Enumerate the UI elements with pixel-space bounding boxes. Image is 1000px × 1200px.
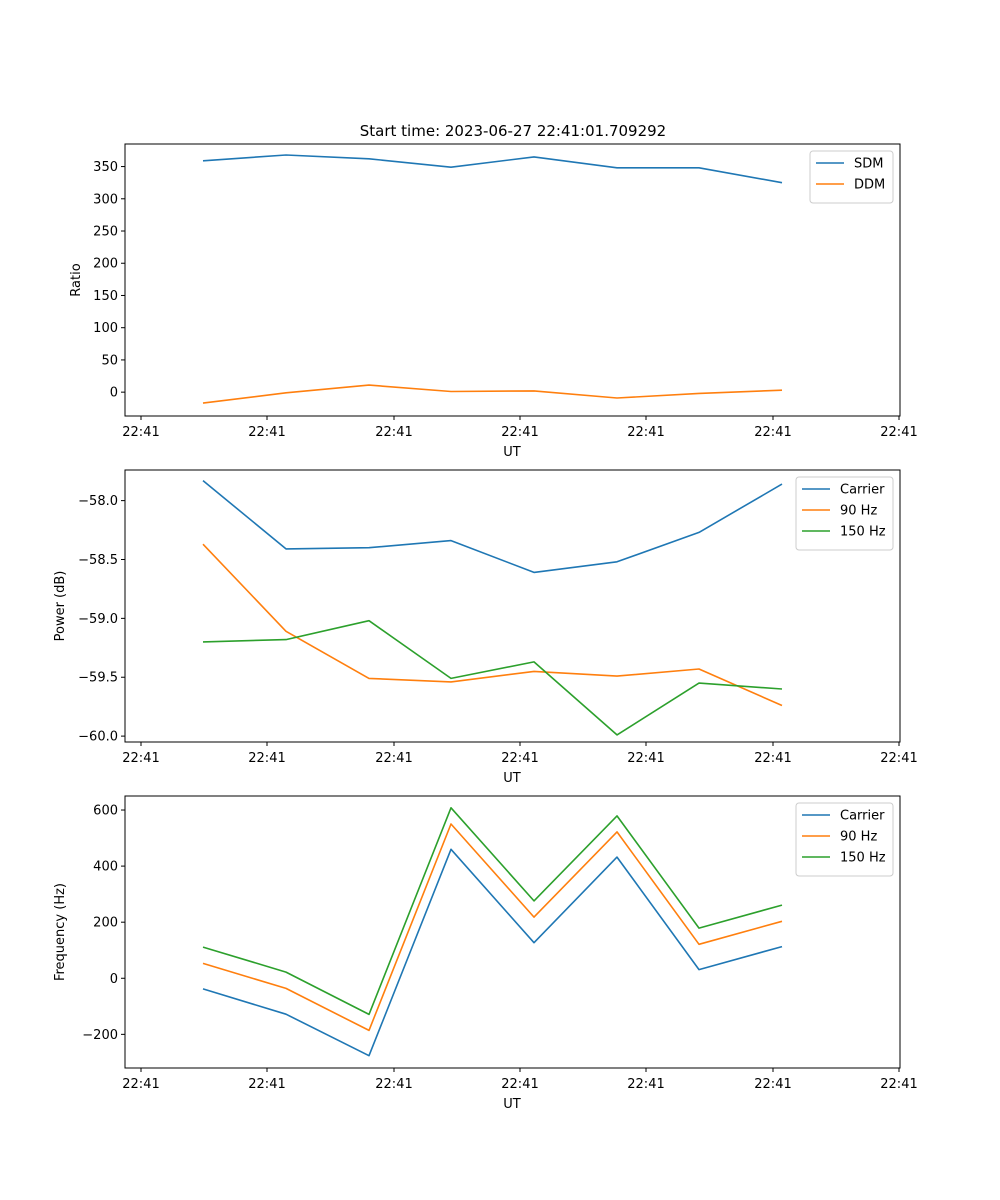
legend-label: Carrier (840, 483, 885, 498)
x-tick-label: 22:41 (754, 425, 791, 440)
y-tick-label: 400 (93, 860, 118, 875)
x-tick-label: 22:41 (501, 751, 538, 766)
y-tick-label: 250 (93, 225, 118, 240)
y-tick-label: 600 (93, 804, 118, 819)
y-tick-label: −200 (82, 1028, 118, 1043)
y-tick-label: −58.5 (78, 553, 118, 568)
x-axis-label: UT (503, 771, 521, 786)
series-line-carrier (202, 479, 783, 574)
figure-title: Start time: 2023-06-27 22:41:01.709292 (360, 122, 666, 140)
series-line-carrier (202, 848, 783, 1057)
y-tick-label: 0 (110, 972, 118, 987)
y-axis-label: Power (dB) (53, 571, 68, 642)
x-tick-label: 22:41 (375, 1077, 412, 1092)
x-tick-label: 22:41 (375, 751, 412, 766)
subplot-2: 22:41 22:41 22:41 22:41 22:41 22:41 22:41 −60.0… (53, 469, 918, 786)
x-tick-label: 22:41 (754, 1077, 791, 1092)
x-tick-label: 22:41 (122, 751, 159, 766)
x-tick-label: 22:41 (754, 751, 791, 766)
legend-label: SDM (854, 157, 883, 172)
legend-label: 90 Hz (840, 830, 877, 845)
x-tick-label: 22:41 (248, 1077, 285, 1092)
y-tick-label: 350 (93, 160, 118, 175)
x-tick-label: 22:41 (880, 425, 917, 440)
series-line-150-hz (202, 806, 783, 1016)
x-tick-label: 22:41 (248, 751, 285, 766)
legend-label: 90 Hz (840, 504, 877, 519)
y-tick-label: 100 (93, 321, 118, 336)
y-tick-label: −59.5 (78, 671, 118, 686)
x-tick-label: 22:41 (248, 425, 285, 440)
plot-frame (124, 795, 901, 1069)
legend-label: 150 Hz (840, 851, 886, 866)
y-tick-label: −59.0 (78, 612, 118, 627)
y-axis-label: Frequency (Hz) (53, 883, 68, 981)
plot-frame (124, 469, 901, 743)
legend-label: 150 Hz (840, 525, 886, 540)
x-axis-label: UT (503, 445, 521, 460)
series-line-90-hz (202, 823, 783, 1032)
x-tick-label: 22:41 (122, 425, 159, 440)
x-tick-label: 22:41 (501, 425, 538, 440)
x-tick-label: 22:41 (627, 751, 664, 766)
y-tick-label: 200 (93, 916, 118, 931)
x-tick-label: 22:41 (880, 1077, 917, 1092)
y-tick-label: 150 (93, 289, 118, 304)
series-line-ddm (202, 384, 783, 404)
y-tick-label: 300 (93, 192, 118, 207)
x-tick-label: 22:41 (880, 751, 917, 766)
y-tick-label: −60.0 (78, 730, 118, 745)
y-axis-label: Ratio (69, 263, 84, 296)
x-tick-label: 22:41 (375, 425, 412, 440)
legend: Carrier 90 Hz 150 Hz (795, 802, 894, 877)
subplot-1: 22:41 22:41 22:41 22:41 22:41 22:41 22:41 0 50 10… (69, 143, 918, 460)
plot-frame (124, 143, 901, 417)
legend-label: DDM (854, 178, 885, 193)
x-tick-label: 22:41 (122, 1077, 159, 1092)
y-tick-label: 200 (93, 257, 118, 272)
x-tick-label: 22:41 (627, 425, 664, 440)
axes-layer: 22:41 22:41 22:41 22:41 22:41 22:41 22:41 0 50 10… (53, 143, 918, 1112)
series-line-90-hz (202, 543, 783, 707)
legend-box (809, 150, 894, 204)
y-tick-label: 0 (110, 386, 118, 401)
x-tick-label: 22:41 (627, 1077, 664, 1092)
y-tick-label: −58.0 (78, 494, 118, 509)
subplot-3: 22:41 22:41 22:41 22:41 22:41 22:41 22:41 −200 0… (53, 795, 918, 1112)
legend: SDM DDM (809, 150, 894, 204)
x-axis-label: UT (503, 1097, 521, 1112)
legend-label: Carrier (840, 809, 885, 824)
legend: Carrier 90 Hz 150 Hz (795, 476, 894, 551)
y-tick-label: 50 (101, 353, 118, 368)
x-tick-label: 22:41 (501, 1077, 538, 1092)
series-line-150-hz (202, 619, 783, 736)
series-line-sdm (202, 154, 783, 184)
